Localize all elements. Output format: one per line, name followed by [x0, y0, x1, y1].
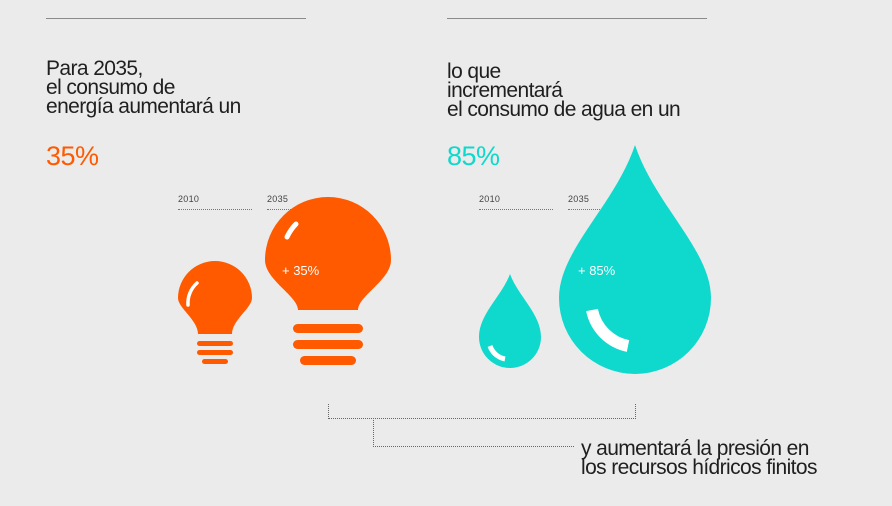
connector-stem — [373, 418, 574, 447]
connector-bracket — [328, 404, 636, 419]
water-heading: lo que incrementará el consumo de agua e… — [447, 60, 681, 121]
drop-2035-icon — [559, 145, 711, 374]
conclusion-line-1: y aumentará la presión en — [581, 437, 809, 460]
energy-increase-label: + 35% — [282, 263, 320, 278]
water-heading-line-1: lo que — [447, 60, 501, 83]
bulb-2010-highlight-icon — [186, 281, 199, 307]
energy-heading: Para 2035, el consumo de energía aumenta… — [46, 57, 241, 118]
water-heading-line-2: incrementará — [447, 79, 563, 102]
energy-heading-line-1: Para 2035, — [46, 57, 143, 80]
drop-2035-highlight-icon — [586, 308, 630, 352]
water-year-start-line — [479, 209, 553, 210]
drop-2010-icon — [479, 274, 541, 368]
water-increase-label: + 85% — [578, 263, 616, 278]
conclusion-text: y aumentará la presión en los recursos h… — [581, 437, 817, 479]
bulb-2035-highlight-icon — [284, 221, 299, 240]
water-heading-line-3: el consumo de agua en un — [447, 98, 681, 121]
bulb-2035-icon — [265, 197, 391, 365]
water-top-rule — [447, 18, 707, 19]
energy-year-end: 2035 — [267, 194, 289, 204]
water-year-start: 2010 — [479, 194, 501, 204]
energy-year-start-line — [178, 209, 252, 210]
water-percent: 85% — [447, 141, 500, 171]
bulb-2010-icon — [178, 261, 252, 364]
energy-top-rule — [46, 18, 306, 19]
water-year-end: 2035 — [568, 194, 590, 204]
drop-2010-highlight-icon — [487, 344, 506, 362]
energy-heading-line-3: energía aumentará un — [46, 95, 241, 118]
energy-heading-line-2: el consumo de — [46, 76, 175, 99]
energy-year-start: 2010 — [178, 194, 200, 204]
energy-percent: 35% — [46, 141, 99, 171]
conclusion-line-2: los recursos hídricos finitos — [581, 456, 817, 479]
